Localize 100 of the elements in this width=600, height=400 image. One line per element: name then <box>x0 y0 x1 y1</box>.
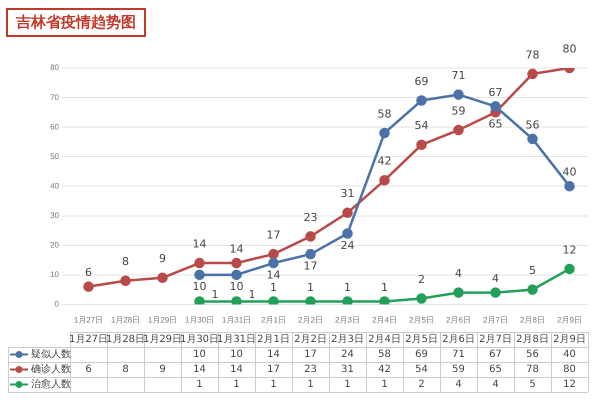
data-label: 14 <box>230 364 243 376</box>
data-label: 14 <box>267 349 280 360</box>
category-label: 2月8日 <box>516 334 549 346</box>
x-tick-label: 2月2日 <box>298 315 323 324</box>
data-label: 17 <box>304 349 317 360</box>
data-label: 71 <box>452 349 465 360</box>
annotation: 59 <box>452 104 466 118</box>
point <box>194 270 205 280</box>
annotation: 14 <box>230 242 244 256</box>
point <box>268 248 279 260</box>
point <box>231 270 242 280</box>
annotation: 24 <box>340 238 354 252</box>
category-label: 2月2日 <box>294 334 327 346</box>
point <box>342 228 353 239</box>
data-label: 24 <box>341 349 354 360</box>
point <box>564 264 575 274</box>
data-label: 59 <box>452 364 465 376</box>
point <box>268 258 279 268</box>
data-label: 10 <box>230 349 243 360</box>
data-label: 58 <box>378 349 391 360</box>
y-tick-label: 80 <box>50 63 60 72</box>
data-label: 4 <box>455 379 462 390</box>
data-label: 40 <box>563 349 576 360</box>
category-label: 2月3日 <box>331 334 364 346</box>
annotation: 56 <box>526 118 540 132</box>
data-label: 67 <box>489 349 502 360</box>
data-label: 80 <box>563 364 576 376</box>
x-tick-label: 1月31日 <box>222 315 252 324</box>
data-label: 56 <box>526 349 539 360</box>
category-label: 1月30日 <box>180 334 220 346</box>
x-tick-label: 2月9日 <box>557 315 582 324</box>
y-tick-label: 40 <box>50 181 60 190</box>
annotation: 4 <box>455 266 462 280</box>
point <box>527 284 538 295</box>
annotation: 17 <box>304 260 318 273</box>
data-label: 54 <box>415 364 428 376</box>
point <box>305 231 316 242</box>
legend-label: 治愈人数 <box>31 378 71 390</box>
y-tick-label: 30 <box>50 210 60 220</box>
point <box>490 101 501 112</box>
annotation: 69 <box>414 74 428 88</box>
point <box>416 95 427 106</box>
annotation: 6 <box>85 266 92 280</box>
annotation: 14 <box>192 237 206 250</box>
point <box>527 134 538 144</box>
annotation: 31 <box>340 187 354 200</box>
category-label: 1月28日 <box>106 334 146 346</box>
point <box>83 281 94 292</box>
point <box>231 258 242 268</box>
data-label: 14 <box>193 364 206 376</box>
annotation: 1 <box>270 280 277 294</box>
annotation: 40 <box>562 166 576 179</box>
category-label: 2月6日 <box>442 334 475 346</box>
point <box>194 258 205 268</box>
data-label: 31 <box>341 364 354 376</box>
point <box>157 272 168 284</box>
data-label: 65 <box>489 364 502 376</box>
y-tick-label: 20 <box>50 240 60 250</box>
annotation: 65 <box>488 118 502 131</box>
point <box>379 175 390 186</box>
annotation: 80 <box>562 42 576 56</box>
annotation: 17 <box>266 228 280 242</box>
annotation: 4 <box>492 272 499 285</box>
legend-label: 疑似人数 <box>31 348 71 360</box>
data-label: 69 <box>415 349 428 360</box>
data-label: 1 <box>233 379 240 390</box>
point <box>416 293 427 304</box>
data-label: 6 <box>85 364 92 376</box>
x-tick-label: 2月4日 <box>372 315 397 324</box>
annotation: 5 <box>529 264 536 277</box>
x-tick-label: 2月6日 <box>446 315 471 324</box>
x-tick-label: 2月3日 <box>335 315 360 324</box>
data-label: 42 <box>378 364 391 376</box>
legend-label: 确诊人数 <box>30 363 71 376</box>
category-label: 2月5日 <box>405 334 438 346</box>
data-label: 1 <box>344 379 351 390</box>
annotation: 10 <box>192 280 206 294</box>
point <box>564 180 575 192</box>
x-tick-label: 2月8日 <box>520 315 545 324</box>
x-tick-label: 1月27日 <box>74 315 104 324</box>
point <box>268 296 279 304</box>
annotation: 42 <box>378 154 392 168</box>
data-label: 23 <box>304 364 317 376</box>
annotation: 1 <box>248 288 256 301</box>
point <box>379 296 390 304</box>
point <box>342 208 353 218</box>
data-label: 1 <box>196 379 203 390</box>
x-tick-label: 2月1日 <box>261 315 286 324</box>
x-tick-label: 2月5日 <box>409 315 434 324</box>
data-label: 1 <box>307 379 314 390</box>
data-label: 78 <box>526 364 539 376</box>
y-tick-label: 60 <box>50 122 60 132</box>
point <box>342 296 353 304</box>
point <box>453 124 464 136</box>
x-tick-label: 2月7日 <box>483 315 508 324</box>
point <box>527 68 538 80</box>
x-tick-label: 1月29日 <box>148 315 178 324</box>
point <box>379 128 390 138</box>
annotation: 23 <box>304 210 318 224</box>
category-label: 1月27日 <box>68 334 108 346</box>
